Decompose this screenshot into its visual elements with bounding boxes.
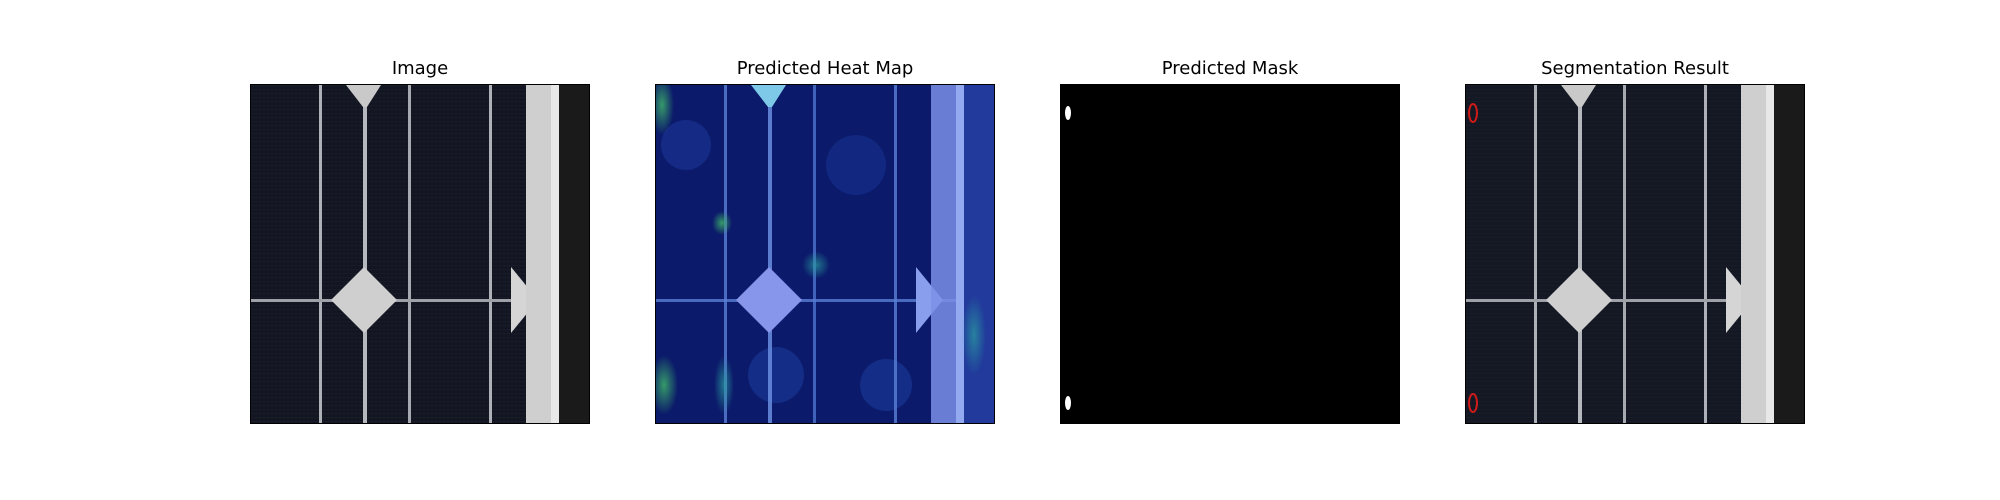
contour-bottom (1468, 393, 1478, 413)
contour-top (1468, 103, 1478, 123)
segmentation-panel (1465, 84, 1805, 424)
panel-title-segmentation: Segmentation Result (1541, 58, 1729, 79)
panel-title-image: Image (391, 58, 449, 79)
segmentation-image (1466, 85, 1804, 423)
panel-title-mask: Predicted Mask (1161, 58, 1299, 79)
mask-image (1061, 85, 1399, 423)
mask-blob-bottom (1065, 396, 1071, 410)
solar-cell-image (251, 85, 589, 423)
image-frame (250, 84, 590, 424)
image-panel (250, 84, 590, 424)
heatmap-image (656, 85, 994, 423)
heatmap-frame (655, 84, 995, 424)
segmentation-frame (1465, 84, 1805, 424)
heatmap-panel (655, 84, 995, 424)
mask-panel (1060, 84, 1400, 424)
mask-frame (1060, 84, 1400, 424)
mask-blob-top (1065, 106, 1071, 120)
panel-title-heatmap: Predicted Heat Map (736, 58, 914, 79)
